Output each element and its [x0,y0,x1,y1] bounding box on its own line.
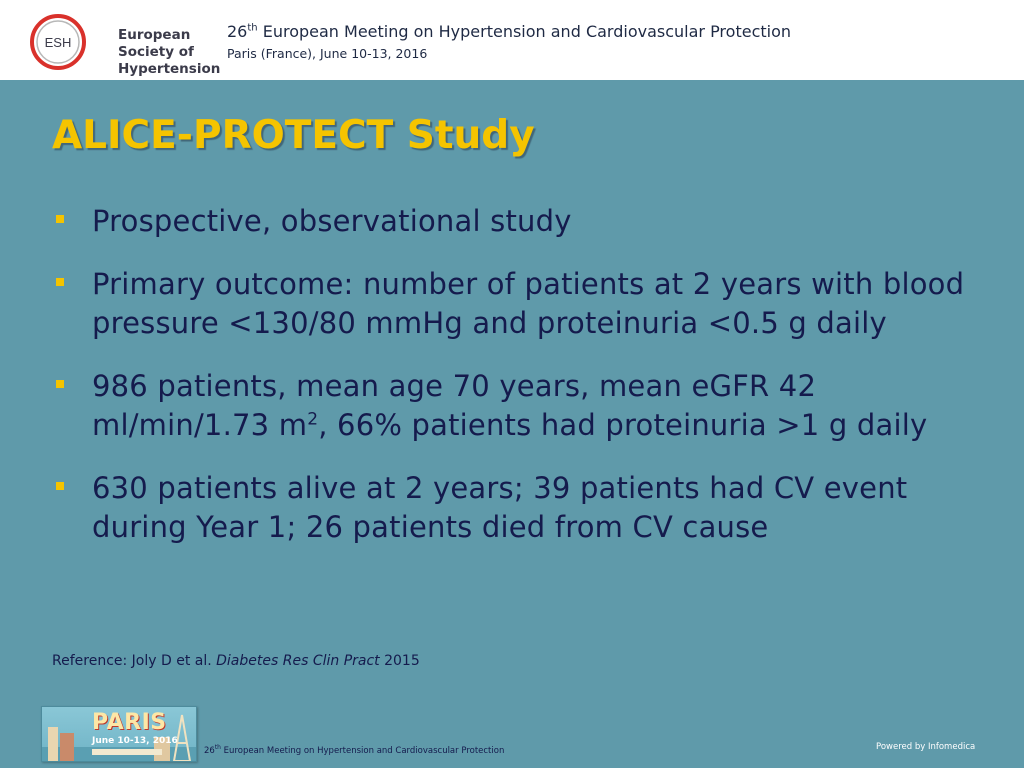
bullet-text-part: , 66% patients had proteinuria >1 g dail… [318,408,928,442]
bullet-text: Prospective, observational study [92,204,572,238]
bullet-square-icon [56,278,64,286]
esh-circle-text: ESH [45,35,72,50]
reference-citation: Reference: Joly D et al. Diabetes Res Cl… [52,653,420,669]
footer-meeting-text: 26th European Meeting on Hypertension an… [204,744,504,756]
reference-year: 2015 [379,653,420,669]
paris-badge-title: PARIS [92,710,167,735]
bullet-square-icon [56,482,64,490]
logo-line-2: Society of [118,44,194,60]
paris-badge-dates: June 10-13, 2016 [92,736,178,746]
paris-meeting-badge: PARIS June 10-13, 2016 [41,706,197,762]
esh-circle-icon: ESH [30,14,86,70]
logo-line-3: Hypertension [118,61,221,77]
footer-rest: European Meeting on Hypertension and Car… [220,745,505,756]
bullet-list: Prospective, observational study Primary… [52,202,992,571]
conference-title-rest: European Meeting on Hypertension and Car… [257,22,792,41]
conference-subtitle: Paris (France), June 10-13, 2016 [227,46,428,61]
bullet-item: Prospective, observational study [52,202,992,241]
bullet-superscript: 2 [307,409,319,430]
bullet-text: 630 patients alive at 2 years; 39 patien… [92,471,908,544]
footer-ordinal: th [214,744,221,751]
bullet-item: 630 patients alive at 2 years; 39 patien… [52,469,992,547]
bullet-square-icon [56,215,64,223]
bullet-text: 986 patients, mean age 70 years, mean eG… [92,367,992,445]
esh-logo: ESH European Society of Hypertension [28,12,220,77]
reference-prefix: Reference: Joly D et al. [52,653,217,669]
conference-ordinal: th [247,22,258,34]
bullet-item: 986 patients, mean age 70 years, mean eG… [52,367,992,445]
logo-line-1: European [118,27,191,43]
paris-skyline-icon [42,714,196,761]
footer-number: 26 [204,745,215,756]
bullet-text-part: 986 patients, mean age 70 years, mean eG… [92,369,817,442]
bullet-text: Primary outcome: number of patients at 2… [92,267,965,340]
reference-journal: Diabetes Res Clin Pract [216,653,380,669]
bullet-square-icon [56,380,64,388]
header-bar: ESH European Society of Hypertension 26t… [0,0,1024,80]
logo-wordmark: European Society of Hypertension [118,27,220,78]
slide-title: ALICE-PROTECT Study [52,113,535,158]
bullet-item: Primary outcome: number of patients at 2… [52,265,992,343]
conference-title: 26th European Meeting on Hypertension an… [227,22,791,41]
conference-number: 26 [227,22,248,41]
powered-by-text: Powered by Infomedica [876,742,976,752]
